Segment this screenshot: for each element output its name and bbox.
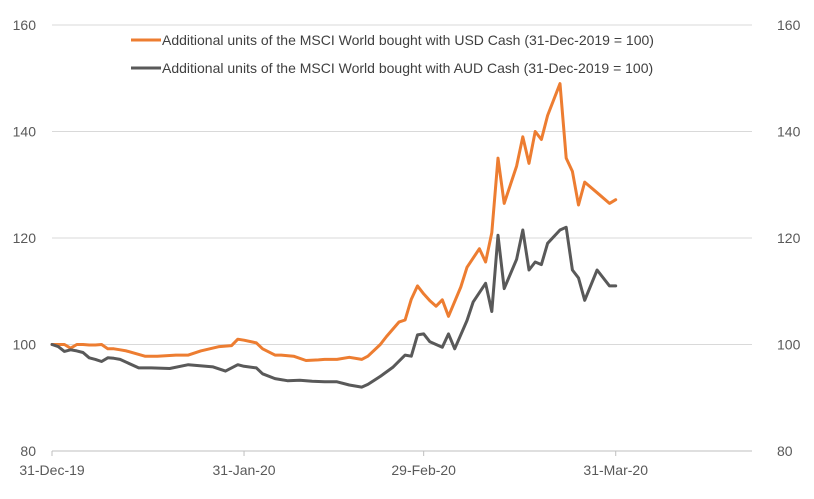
x-tick-label: 31-Mar-20 (583, 462, 648, 478)
usd-series-line (50, 82, 618, 362)
x-axis: 31-Dec-19 31-Jan-20 29-Feb-20 31-Mar-20 (19, 450, 752, 478)
y-tick-label-right: 80 (777, 443, 793, 459)
gridlines (52, 24, 752, 345)
y-tick-label-left: 120 (13, 230, 37, 246)
y-tick-label-right: 100 (777, 337, 801, 353)
y-axis-left: 80 100 120 140 160 (13, 17, 37, 459)
y-tick-label-left: 100 (13, 337, 37, 353)
legend: Additional units of the MSCI World bough… (131, 32, 654, 76)
y-tick-label-left: 140 (13, 124, 37, 140)
x-tick-label: 31-Jan-20 (213, 462, 276, 478)
y-tick-label-right: 120 (777, 230, 801, 246)
legend-label-aud: Additional units of the MSCI World bough… (162, 60, 653, 76)
y-tick-label-right: 160 (777, 17, 801, 33)
aud-series-line (50, 225, 618, 389)
y-tick-label-left: 160 (13, 17, 37, 33)
y-axis-right: 80 100 120 140 160 (777, 17, 801, 459)
y-tick-label-right: 140 (777, 124, 801, 140)
y-tick-label-left: 80 (20, 443, 36, 459)
series-lines (50, 82, 618, 389)
x-tick-label: 29-Feb-20 (391, 462, 456, 478)
x-tick-label: 31-Dec-19 (19, 462, 85, 478)
legend-label-usd: Additional units of the MSCI World bough… (162, 32, 654, 48)
